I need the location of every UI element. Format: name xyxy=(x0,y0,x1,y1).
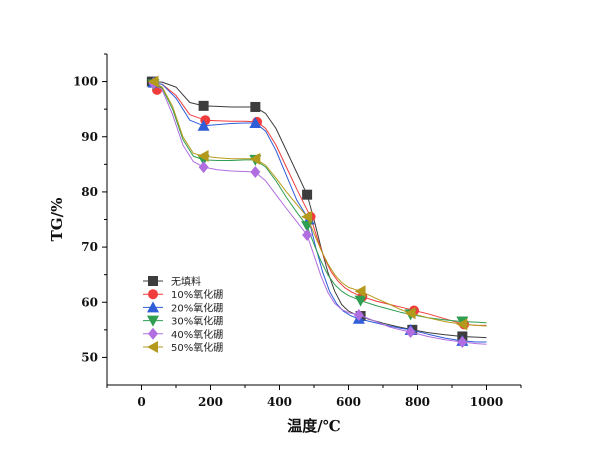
legend-label: 10%氧化硼 xyxy=(171,288,223,301)
data-point xyxy=(197,119,210,131)
series-layer xyxy=(146,75,487,348)
legend-marker xyxy=(148,289,158,300)
legend-label: 50%氧化硼 xyxy=(171,341,223,354)
legend-item: 30%氧化硼 xyxy=(143,315,223,328)
data-point xyxy=(147,75,159,88)
data-point xyxy=(198,161,209,174)
data-point xyxy=(249,152,261,165)
data-point xyxy=(302,189,313,200)
legend-label: 20%氧化硼 xyxy=(171,301,223,314)
series-1 xyxy=(146,76,487,342)
legend-marker xyxy=(147,315,159,327)
data-point xyxy=(353,308,364,321)
data-point xyxy=(197,150,209,163)
y-tick-label: 80 xyxy=(81,185,98,199)
y-tick-label: 50 xyxy=(81,350,98,364)
data-point xyxy=(198,100,209,111)
axes: 0 200 400 600 800 1000 50 60 70 80 90 100 xyxy=(73,53,522,409)
data-point xyxy=(456,318,468,331)
legend-label: 40%氧化硼 xyxy=(171,328,223,341)
data-point xyxy=(302,228,313,241)
series-6 xyxy=(147,75,487,331)
x-tick-label: 200 xyxy=(198,395,223,409)
x-axis-label: 温度/℃ xyxy=(287,417,340,435)
legend-item: 10%氧化硼 xyxy=(143,288,223,301)
legend-item: 20%氧化硼 xyxy=(143,301,223,314)
legend-marker xyxy=(148,276,158,286)
y-tick-label: 90 xyxy=(81,130,98,144)
data-point xyxy=(405,326,416,339)
y-tick-label: 70 xyxy=(81,240,98,254)
x-tick-label: 600 xyxy=(336,395,361,409)
legend-label: 无填料 xyxy=(171,275,201,288)
data-point xyxy=(404,307,416,320)
legend-marker xyxy=(148,327,158,340)
legend-label: 30%氧化硼 xyxy=(171,315,223,328)
data-point xyxy=(457,335,468,348)
y-tick-label: 60 xyxy=(81,295,98,309)
x-tick-label: 800 xyxy=(405,395,430,409)
data-point xyxy=(354,295,367,307)
legend-item: 无填料 xyxy=(143,275,201,288)
data-point xyxy=(249,116,262,128)
data-point xyxy=(354,285,366,298)
y-tick-label: 100 xyxy=(73,75,98,89)
legend-item: 50%氧化硼 xyxy=(143,341,223,354)
x-tick-label: 1000 xyxy=(470,395,503,409)
legend-marker xyxy=(147,341,158,353)
data-point xyxy=(250,101,261,112)
legend-item: 40%氧化硼 xyxy=(143,327,223,341)
legend-marker xyxy=(147,301,159,313)
x-tick-label: 0 xyxy=(137,395,145,409)
data-point xyxy=(301,210,313,223)
x-tick-label: 400 xyxy=(267,395,292,409)
y-axis-label: TG/% xyxy=(48,198,66,242)
data-point xyxy=(250,166,261,179)
